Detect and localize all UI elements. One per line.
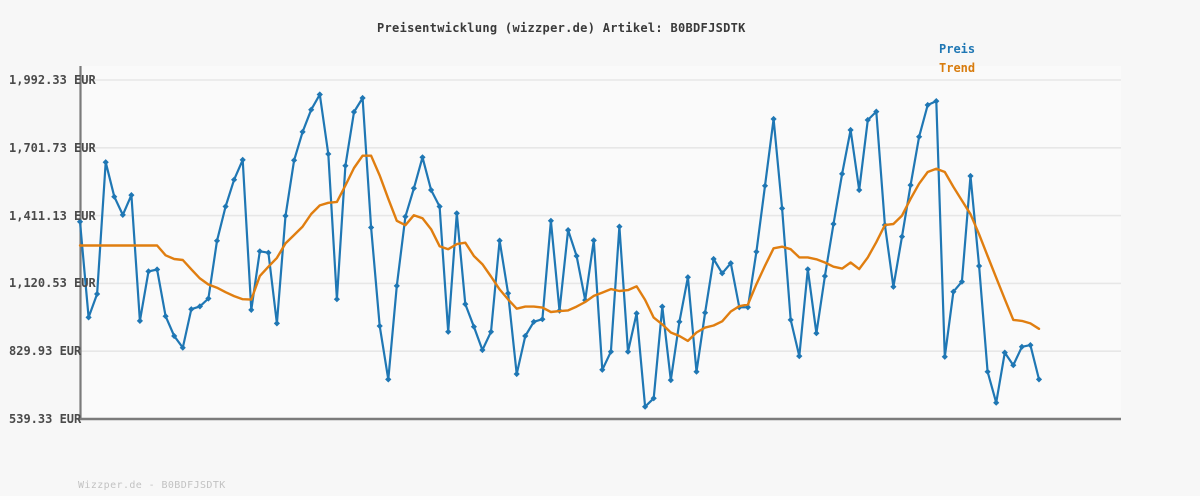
watermark-text: Wizzper.de - B0BDFJSDTK — [78, 480, 226, 491]
legend-item-preis: Preis — [939, 42, 976, 56]
y-tick-label: 1,120.53 EUR — [9, 276, 96, 290]
plot-area — [80, 66, 1121, 419]
y-tick-label: 829.93 EUR — [9, 344, 82, 358]
y-tick-label: 539.33 EUR — [9, 412, 82, 426]
legend-item-trend: Trend — [939, 61, 976, 75]
bottom-edge-strip — [0, 496, 1200, 500]
trend-series — [78, 154, 1041, 343]
y-tick-label: 1,992.33 EUR — [9, 73, 96, 87]
y-tick-label: 1,411.13 EUR — [9, 209, 96, 223]
y-tick-label: 1,701.73 EUR — [9, 141, 96, 155]
legend: Preis Trend — [939, 40, 975, 78]
chart-title: Preisentwicklung (wizzper.de) Artikel: B… — [377, 21, 746, 35]
